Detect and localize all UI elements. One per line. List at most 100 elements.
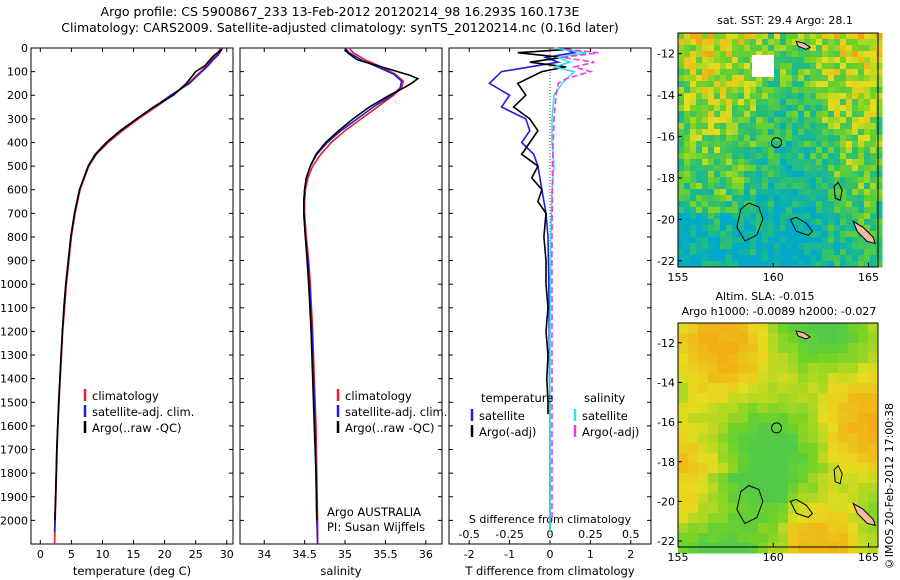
map-cell xyxy=(870,93,877,100)
map-cell xyxy=(714,45,721,52)
map-cell xyxy=(774,45,781,52)
map-cell xyxy=(698,353,709,364)
map-cell xyxy=(684,195,691,202)
map-cell xyxy=(714,207,721,214)
map-cell xyxy=(810,147,817,154)
map-cell xyxy=(762,99,769,106)
map-cell xyxy=(684,111,691,118)
map-cell xyxy=(822,129,829,136)
map-cell xyxy=(702,105,709,112)
map-cell xyxy=(748,373,759,384)
map-cell xyxy=(762,129,769,136)
map-cell xyxy=(726,219,733,226)
map-cell xyxy=(834,111,841,118)
map-cell xyxy=(708,57,715,64)
map-cell xyxy=(768,225,775,232)
map-cell xyxy=(868,493,879,504)
map-cell xyxy=(834,117,841,124)
map-cell xyxy=(758,543,769,554)
map-cell xyxy=(834,171,841,178)
map-cell xyxy=(684,75,691,82)
map-cell xyxy=(738,135,745,142)
map-cell xyxy=(798,87,805,94)
map-cell xyxy=(748,543,759,554)
map-cell xyxy=(834,189,841,196)
map-cell xyxy=(756,141,763,148)
map-cell xyxy=(738,433,749,444)
map-cell xyxy=(714,33,721,40)
map-cell xyxy=(698,513,709,524)
map-cell xyxy=(774,165,781,172)
map-cell xyxy=(870,225,877,232)
map-cell xyxy=(870,165,877,172)
map-cell xyxy=(818,353,829,364)
map-cell xyxy=(718,333,729,344)
map-cell xyxy=(688,533,699,544)
map-cell xyxy=(828,159,835,166)
map-cell xyxy=(768,201,775,208)
map-cell xyxy=(732,213,739,220)
map-cell xyxy=(816,75,823,82)
map-cell xyxy=(864,189,871,196)
map-cell xyxy=(834,93,841,100)
map-cell xyxy=(846,261,853,268)
map-cell xyxy=(828,219,835,226)
map-cell xyxy=(804,33,811,40)
map-cell xyxy=(816,33,823,40)
x-tick-label: 1 xyxy=(587,548,594,561)
map-cell xyxy=(750,123,757,130)
map-cell xyxy=(810,255,817,262)
map-cell xyxy=(750,81,757,88)
map-cell xyxy=(768,453,779,464)
map-cell xyxy=(688,503,699,514)
map-cell xyxy=(758,503,769,514)
map-cell xyxy=(768,523,779,534)
map-cell xyxy=(758,373,769,384)
map-cell xyxy=(678,543,689,554)
map-cell xyxy=(786,225,793,232)
map-cell xyxy=(714,183,721,190)
map-cell xyxy=(708,403,719,414)
map-cell xyxy=(822,207,829,214)
map-cell xyxy=(828,147,835,154)
map-cell xyxy=(768,39,775,46)
map-cell xyxy=(714,165,721,172)
map-cell xyxy=(792,39,799,46)
sla-map: 155 160 165-12-14-16-18-20-22 xyxy=(657,322,879,564)
map-cell xyxy=(690,165,697,172)
map-cell xyxy=(846,171,853,178)
map-cell xyxy=(792,51,799,58)
map-cell xyxy=(876,213,883,220)
map-cell xyxy=(678,243,685,250)
map-cell xyxy=(744,171,751,178)
y-tick-label: 600 xyxy=(7,184,28,197)
map-cell xyxy=(798,183,805,190)
difference-series-line xyxy=(551,48,599,521)
map-cell xyxy=(728,423,739,434)
map-cell xyxy=(762,147,769,154)
map-cell xyxy=(714,255,721,262)
map-cell xyxy=(848,323,859,334)
map-cell xyxy=(858,105,865,112)
map-cell xyxy=(768,231,775,238)
map-cell xyxy=(804,39,811,46)
map-cell xyxy=(840,141,847,148)
x-tick-label: 2 xyxy=(627,548,634,561)
map-cell xyxy=(768,51,775,58)
map-cell xyxy=(718,323,729,334)
map-cell xyxy=(708,171,715,178)
map-cell xyxy=(828,403,839,414)
map-cell xyxy=(858,171,865,178)
map-cell xyxy=(858,403,869,414)
map-cell xyxy=(864,177,871,184)
map-cell xyxy=(748,403,759,414)
map-cell xyxy=(690,189,697,196)
map-cell xyxy=(804,201,811,208)
map-cell xyxy=(744,213,751,220)
legend-label: Argo(..raw -QC) xyxy=(345,421,435,435)
map-cell xyxy=(702,51,709,58)
map-cell xyxy=(726,69,733,76)
map-cell xyxy=(810,111,817,118)
map-cell xyxy=(846,249,853,256)
map-cell xyxy=(876,177,883,184)
